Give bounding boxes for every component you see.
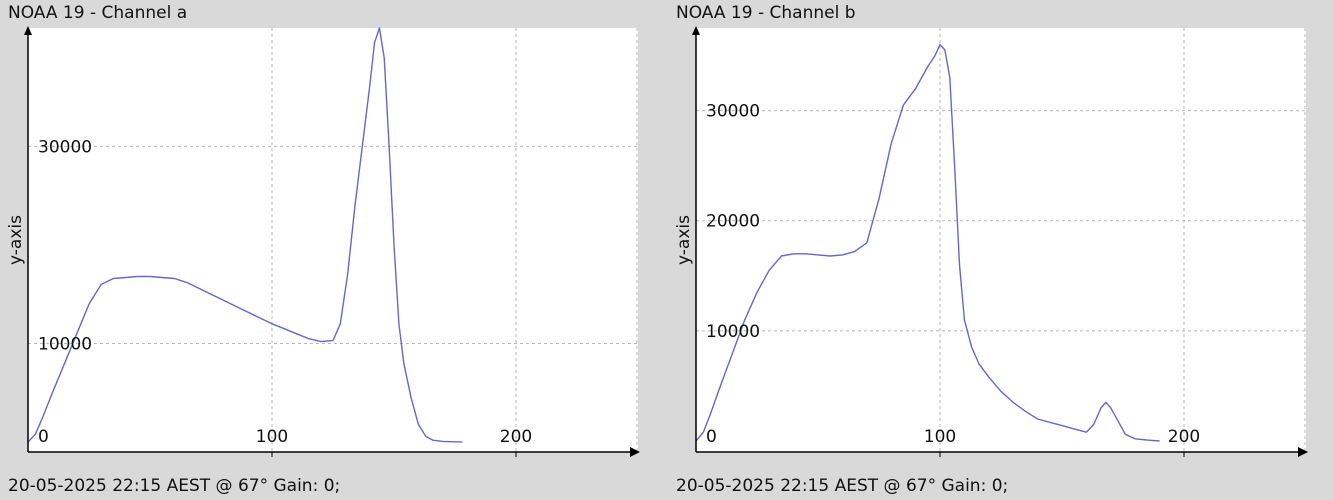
y-tick-label: 30000 — [706, 102, 760, 122]
data-series-line — [695, 43, 1160, 442]
y-tick-label: 10000 — [38, 335, 92, 355]
chart-plot: 0 100 200 10000 20000 30000 y-axis — [674, 26, 1308, 457]
y-axis-arrow — [692, 26, 700, 35]
x-axis-arrow — [630, 447, 640, 457]
x-tick-label: 0 — [706, 427, 717, 447]
y-tick-label: 20000 — [706, 212, 760, 232]
chart-title: NOAA 19 - Channel b — [676, 3, 856, 23]
y-axis-label: y-axis — [6, 215, 26, 265]
chart-title: NOAA 19 - Channel a — [8, 3, 188, 23]
plot-background — [28, 28, 638, 452]
y-axis-label: y-axis — [674, 215, 694, 265]
x-tick-label: 100 — [256, 427, 288, 447]
y-axis-arrow — [24, 26, 32, 35]
chart-plot: 0 100 200 10000 30000 y-axis — [6, 26, 640, 457]
plot-background — [696, 28, 1306, 452]
data-series-line — [27, 27, 463, 443]
status-footer: 20-05-2025 22:15 AEST @ 67° Gain: 0; — [676, 476, 1009, 496]
x-tick-label: 200 — [1168, 427, 1200, 447]
chart-panel-channel-b: NOAA 19 - Channel b 0 100 200 10000 20000 300… — [668, 0, 1308, 500]
chart-panel-channel-a: NOAA 19 - Channel a 0 100 200 10000 30000 y-a… — [0, 0, 640, 500]
status-footer: 20-05-2025 22:15 AEST @ 67° Gain: 0; — [8, 476, 341, 496]
x-tick-label: 0 — [38, 427, 49, 447]
x-axis-arrow — [1298, 447, 1308, 457]
x-tick-label: 200 — [500, 427, 532, 447]
y-tick-label: 10000 — [706, 322, 760, 342]
y-tick-label: 30000 — [38, 137, 92, 157]
x-tick-label: 100 — [924, 427, 956, 447]
